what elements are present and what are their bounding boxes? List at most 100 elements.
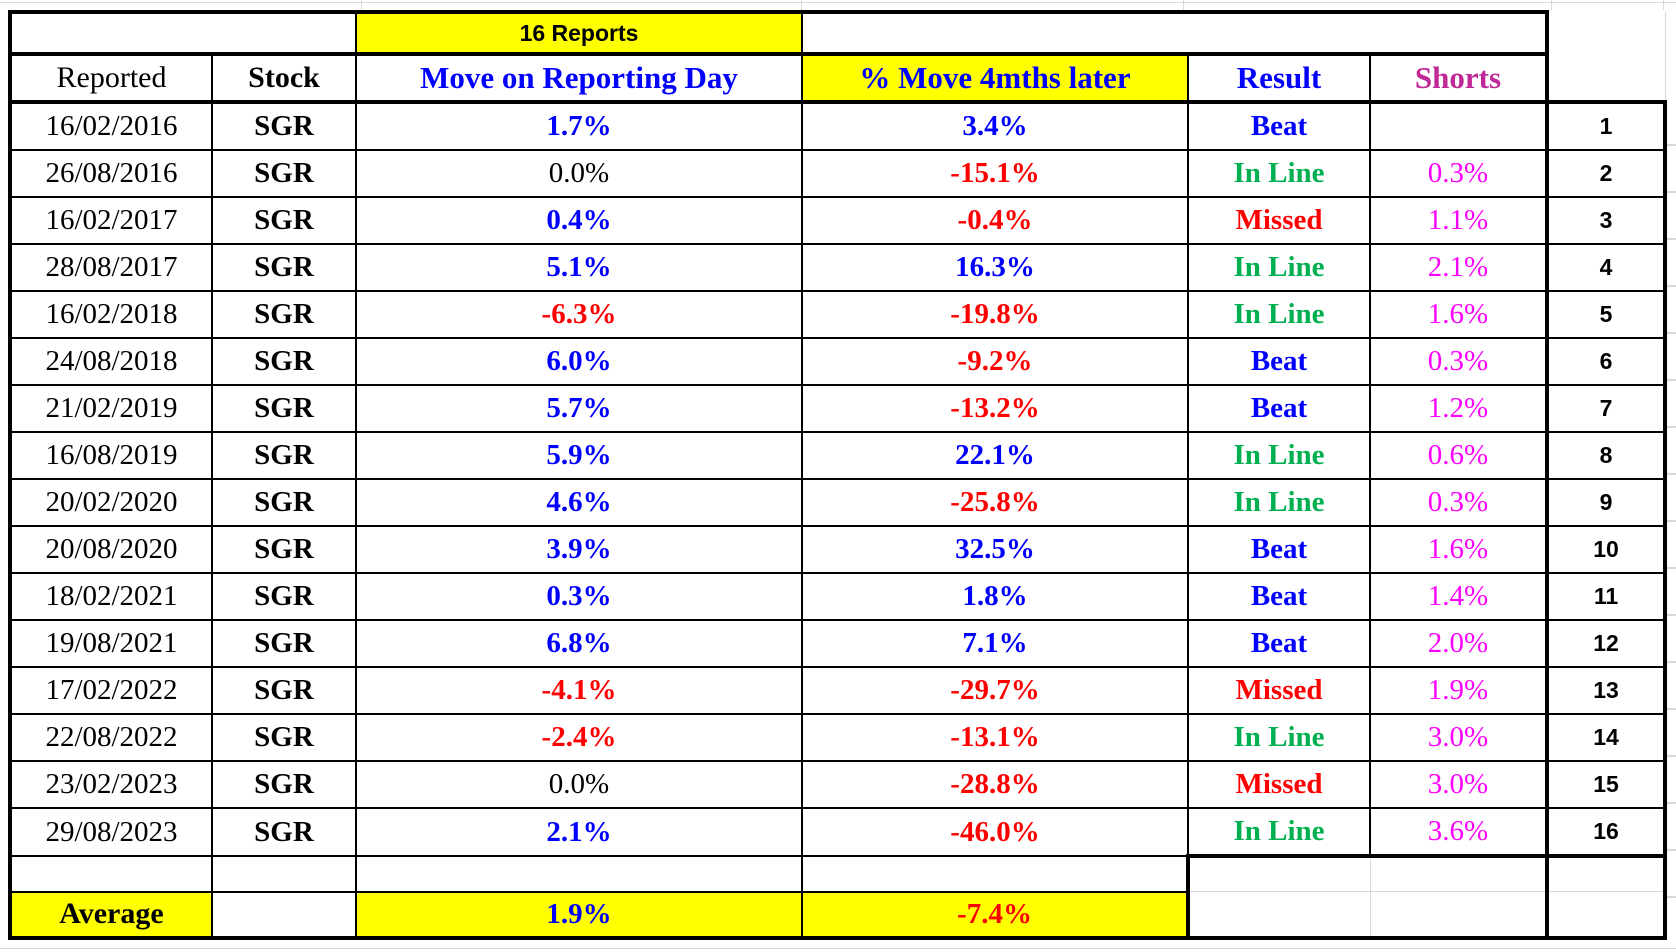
cell-stock-ticker[interactable]: SGR [211,149,357,198]
cell-result[interactable]: In Line [1187,807,1371,858]
cell-move-4mths-later[interactable]: -28.8% [801,760,1189,809]
cell-shorts[interactable]: 0.3% [1369,337,1549,386]
cell-move-reporting-day[interactable]: -4.1% [355,666,803,715]
cell-result[interactable]: Beat [1187,572,1371,621]
cell-move-reporting-day[interactable]: 5.9% [355,431,803,480]
cell-move-4mths-later[interactable]: 22.1% [801,431,1189,480]
cell-move-reporting-day[interactable]: 5.1% [355,243,803,292]
cell-shorts[interactable]: 3.0% [1369,760,1549,809]
col-header-move-on-reporting-day[interactable]: Move on Reporting Day [355,53,803,104]
cell-result[interactable]: Beat [1187,101,1371,151]
cell-reported-date[interactable]: 21/02/2019 [8,384,213,433]
cell-move-4mths-later[interactable]: 1.8% [801,572,1189,621]
cell-move-reporting-day[interactable]: 4.6% [355,478,803,527]
average-move-value[interactable]: 1.9% [355,890,803,940]
cell-stock-ticker[interactable]: SGR [211,760,357,809]
cell-shorts[interactable]: 1.1% [1369,196,1549,245]
cell-move-reporting-day[interactable]: 0.4% [355,196,803,245]
cell-shorts[interactable]: 3.6% [1369,807,1549,858]
cell-result[interactable]: In Line [1187,243,1371,292]
cell-shorts[interactable]: 1.6% [1369,290,1549,339]
cell-row-number[interactable]: 10 [1545,525,1667,574]
cell-move-reporting-day[interactable]: 6.8% [355,619,803,668]
cell-row-number[interactable]: 4 [1545,243,1667,292]
cell-row-number[interactable]: 13 [1545,666,1667,715]
cell-move-reporting-day[interactable]: 0.0% [355,760,803,809]
cell-result[interactable]: In Line [1187,290,1371,339]
cell-blank-top-left[interactable] [8,10,357,56]
cell-reported-date[interactable]: 19/08/2021 [8,619,213,668]
cell-stock-ticker[interactable]: SGR [211,713,357,762]
cell-row-number[interactable]: 11 [1545,572,1667,621]
cell-reported-date[interactable]: 18/02/2021 [8,572,213,621]
cell-move-4mths-later[interactable]: 16.3% [801,243,1189,292]
cell-shorts[interactable]: 0.6% [1369,431,1549,480]
cell-row-number[interactable]: 2 [1545,149,1667,198]
cell-row-number[interactable]: 16 [1545,807,1667,858]
cell-move-reporting-day[interactable]: -6.3% [355,290,803,339]
col-header-result[interactable]: Result [1187,53,1371,104]
cell-move-reporting-day[interactable]: 1.7% [355,101,803,151]
cell-result[interactable]: Beat [1187,525,1371,574]
cell-stock-ticker[interactable]: SGR [211,243,357,292]
cell-stock-ticker[interactable]: SGR [211,196,357,245]
cell-row-number[interactable]: 3 [1545,196,1667,245]
cell-move-reporting-day[interactable]: -2.4% [355,713,803,762]
cell-move-4mths-later[interactable]: 7.1% [801,619,1189,668]
cell-shorts[interactable] [1369,101,1549,151]
cell-reported-date[interactable]: 17/02/2022 [8,666,213,715]
cell-reported-date[interactable]: 22/08/2022 [8,713,213,762]
cell-result[interactable]: Beat [1187,337,1371,386]
cell-reported-date[interactable]: 16/02/2018 [8,290,213,339]
cell-move-reporting-day[interactable]: 0.0% [355,149,803,198]
cell-result[interactable]: Missed [1187,666,1371,715]
col-header-move-4mths-later[interactable]: % Move 4mths later [801,53,1189,104]
cell-reported-date[interactable]: 26/08/2016 [8,149,213,198]
cell-move-reporting-day[interactable]: 3.9% [355,525,803,574]
cell-move-reporting-day[interactable]: 2.1% [355,807,803,857]
cell-move-4mths-later[interactable]: -0.4% [801,196,1189,245]
cell-stock-ticker[interactable]: SGR [211,525,357,574]
cell-move-4mths-later[interactable]: 32.5% [801,525,1189,574]
cell-stock-ticker[interactable]: SGR [211,290,357,339]
cell-result[interactable]: In Line [1187,149,1371,198]
cell-stock-ticker[interactable]: SGR [211,478,357,527]
cell-move-4mths-later[interactable]: -25.8% [801,478,1189,527]
cell-blank[interactable] [211,890,357,940]
cell-row-number[interactable]: 6 [1545,337,1667,386]
cell-stock-ticker[interactable]: SGR [211,619,357,668]
cell-blank[interactable] [355,855,803,893]
cell-reported-date[interactable]: 28/08/2017 [8,243,213,292]
cell-reported-date[interactable]: 16/08/2019 [8,431,213,480]
col-header-shorts[interactable]: Shorts [1369,53,1549,104]
cell-stock-ticker[interactable]: SGR [211,431,357,480]
cell-row-number[interactable]: 7 [1545,384,1667,433]
cell-blank[interactable] [801,855,1190,893]
cell-blank[interactable] [1545,856,1667,892]
cell-move-reporting-day[interactable]: 6.0% [355,337,803,386]
cell-reported-date[interactable]: 23/02/2023 [8,760,213,809]
cell-blank[interactable] [8,855,213,893]
cell-shorts[interactable]: 0.3% [1369,478,1549,527]
cell-stock-ticker[interactable]: SGR [211,666,357,715]
cell-move-reporting-day[interactable]: 5.7% [355,384,803,433]
cell-row-number[interactable]: 1 [1545,101,1667,151]
cell-row-number[interactable]: 12 [1545,619,1667,668]
cell-shorts[interactable]: 1.6% [1369,525,1549,574]
cell-blank[interactable] [211,855,357,893]
cell-move-4mths-later[interactable]: -19.8% [801,290,1189,339]
cell-reported-date[interactable]: 29/08/2023 [8,807,213,857]
cell-result[interactable]: In Line [1187,478,1371,527]
cell-row-number[interactable]: 5 [1545,290,1667,339]
reports-count-banner[interactable]: 16 Reports [355,10,803,56]
cell-stock-ticker[interactable]: SGR [211,807,357,857]
cell-stock-ticker[interactable]: SGR [211,101,357,151]
average-label[interactable]: Average [8,890,213,940]
cell-row-number[interactable]: 14 [1545,713,1667,762]
cell-move-4mths-later[interactable]: -13.2% [801,384,1189,433]
cell-result[interactable]: In Line [1187,713,1371,762]
cell-move-4mths-later[interactable]: -29.7% [801,666,1189,715]
cell-shorts[interactable]: 1.9% [1369,666,1549,715]
cell-row-number[interactable]: 15 [1545,760,1667,809]
cell-result[interactable]: In Line [1187,431,1371,480]
